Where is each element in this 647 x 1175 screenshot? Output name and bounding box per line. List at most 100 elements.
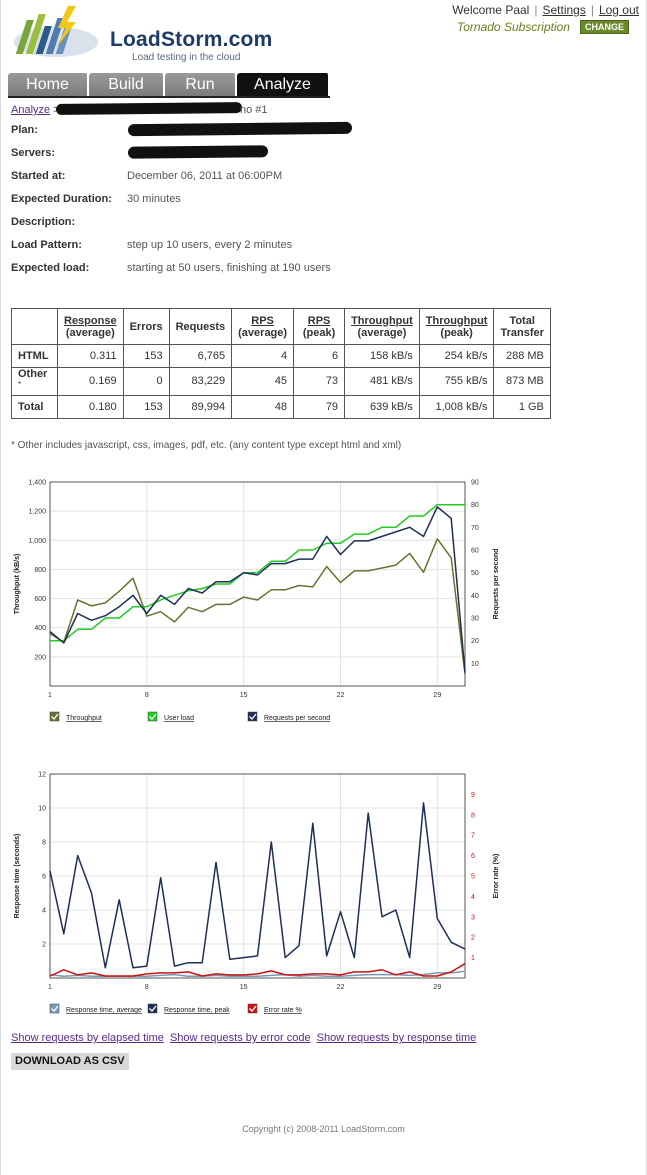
legend-check-icon bbox=[51, 713, 59, 720]
logout-link[interactable]: Log out bbox=[598, 3, 639, 17]
y-tick-label: 1,200 bbox=[28, 509, 46, 516]
table-cell: 73 bbox=[293, 367, 346, 396]
col-header-rps-peak[interactable]: RPS (peak) bbox=[293, 308, 346, 345]
x-tick-label: 1 bbox=[48, 984, 52, 991]
series-line bbox=[49, 506, 466, 673]
y2-tick-label: 8 bbox=[471, 812, 475, 819]
requests-by-response-time-link[interactable]: Show requests by response time bbox=[316, 1032, 477, 1044]
breadcrumb: Analyze > bbox=[11, 104, 60, 116]
legend-label: Error rate % bbox=[264, 1007, 302, 1014]
y2-tick-label: 6 bbox=[471, 853, 475, 860]
load-pattern-label: Load Pattern: bbox=[11, 239, 82, 251]
y2-tick-label: 3 bbox=[471, 914, 475, 921]
plot-area bbox=[49, 481, 466, 687]
legend-check-icon bbox=[249, 1005, 257, 1012]
table-cell: 153 bbox=[122, 394, 170, 419]
legend-check-icon bbox=[249, 713, 257, 720]
series-line bbox=[49, 963, 466, 977]
legend-label: Response time, average bbox=[66, 1007, 142, 1014]
table-cell: 0.311 bbox=[57, 344, 124, 368]
change-subscription-button[interactable]: CHANGE bbox=[579, 20, 629, 34]
col-header-rps-average[interactable]: RPS (average) bbox=[231, 308, 295, 345]
y2-axis-label: Requests per second bbox=[493, 549, 500, 620]
col-header-rps-average-top: RPS bbox=[251, 314, 274, 327]
table-cell: 1 GB bbox=[493, 394, 551, 419]
tab-run[interactable]: Run bbox=[165, 73, 237, 97]
y-axis-label: Throughput (kB/s) bbox=[14, 554, 21, 615]
expected-load-label: Expected load: bbox=[11, 262, 90, 274]
y2-tick-label: 70 bbox=[471, 525, 479, 532]
table-cell: 79 bbox=[293, 394, 346, 419]
legend-item: Response time, peak bbox=[147, 1003, 230, 1014]
y-tick-label: 200 bbox=[34, 654, 46, 661]
subscription-text: Tornado Subscription bbox=[457, 20, 570, 34]
expected-load-value: starting at 50 users, finishing at 190 u… bbox=[127, 262, 331, 274]
y2-tick-label: 5 bbox=[471, 874, 475, 881]
download-csv-button[interactable]: DOWNLOAD AS CSV bbox=[11, 1053, 129, 1070]
report-links: Show requests by elapsed time Show reque… bbox=[11, 1032, 479, 1044]
requests-by-error-code-link[interactable]: Show requests by error code bbox=[169, 1032, 311, 1044]
col-header-rps-average-bottom: (average) bbox=[238, 326, 288, 339]
loadstorm-logo[interactable] bbox=[10, 4, 110, 60]
x-tick-label: 29 bbox=[433, 984, 441, 991]
y-tick-label: 400 bbox=[34, 625, 46, 632]
welcome-text: Welcome Paal bbox=[452, 3, 530, 17]
col-header-rps-peak-top: RPS bbox=[307, 314, 331, 327]
x-tick-label: 8 bbox=[145, 984, 149, 991]
settings-link[interactable]: Settings bbox=[542, 3, 586, 17]
legend-check-icon bbox=[149, 1005, 157, 1012]
redaction-mark bbox=[127, 145, 269, 159]
summary-table: Response (average) Errors Requests RPS (av… bbox=[11, 308, 551, 419]
row-label-other: Other * bbox=[11, 367, 58, 396]
legend-label: Requests per second bbox=[264, 715, 330, 722]
y-tick-label: 4 bbox=[42, 908, 46, 915]
x-tick-label: 15 bbox=[240, 984, 248, 991]
duration-value: 30 minutes bbox=[127, 193, 181, 205]
table-cell: 6 bbox=[293, 344, 346, 368]
requests-by-elapsed-time-link[interactable]: Show requests by elapsed time bbox=[11, 1032, 164, 1044]
series-line bbox=[49, 538, 466, 675]
table-cell: 288 MB bbox=[493, 344, 551, 368]
table-footnote: * Other includes javascript, css, images… bbox=[11, 440, 402, 451]
table-cell: 1,008 kB/s bbox=[418, 394, 495, 419]
x-tick-label: 1 bbox=[48, 692, 52, 699]
col-header-throughput-average[interactable]: Throughput (average) bbox=[344, 308, 420, 345]
duration-label: Expected Duration: bbox=[11, 193, 112, 205]
redaction-mark bbox=[127, 121, 353, 137]
table-cell: 0.180 bbox=[57, 394, 124, 419]
col-header-total-transfer-top: Total bbox=[509, 314, 535, 327]
y2-tick-label: 1 bbox=[471, 955, 475, 962]
y2-axis-label: Error rate (%) bbox=[493, 854, 500, 899]
breadcrumb-analyze-link[interactable]: Analyze bbox=[11, 104, 51, 116]
tab-build[interactable]: Build bbox=[89, 73, 165, 97]
main-tabs: Home Build Run Analyze bbox=[8, 73, 330, 97]
col-header-rps-peak-bottom: (peak) bbox=[302, 326, 336, 339]
y2-tick-label: 60 bbox=[471, 548, 479, 555]
y2-tick-label: 9 bbox=[471, 792, 475, 799]
col-header-total-transfer: Total Transfer bbox=[493, 308, 551, 345]
user-links: Welcome Paal | Settings | Log out bbox=[452, 3, 639, 17]
tab-home[interactable]: Home bbox=[8, 73, 89, 97]
legend-swatch bbox=[247, 711, 258, 722]
tab-bar-underline bbox=[8, 96, 330, 98]
legend-item: User load bbox=[147, 711, 194, 722]
table-cell: 755 kB/s bbox=[418, 367, 495, 396]
table-cell: 4 bbox=[231, 344, 295, 368]
y-tick-label: 1,000 bbox=[28, 538, 46, 545]
y-axis-label: Response time (seconds) bbox=[14, 834, 21, 919]
legend-swatch bbox=[147, 711, 158, 722]
table-cell: 639 kB/s bbox=[344, 394, 420, 419]
y-tick-label: 8 bbox=[42, 840, 46, 847]
col-header-total-transfer-bottom: Transfer bbox=[500, 326, 544, 339]
tab-analyze[interactable]: Analyze bbox=[237, 73, 330, 97]
table-row: Total 0.180 153 89,994 48 79 639 kB/s 1,… bbox=[11, 394, 551, 419]
table-row: Other * 0.169 0 83,229 45 73 481 kB/s 75… bbox=[11, 367, 551, 396]
col-header-requests-label: Requests bbox=[175, 320, 226, 333]
y-tick-label: 600 bbox=[34, 596, 46, 603]
table-cell: 873 MB bbox=[493, 367, 551, 396]
y-tick-label: 2 bbox=[42, 942, 46, 949]
table-cell: 158 kB/s bbox=[344, 344, 420, 368]
col-header-response[interactable]: Response (average) bbox=[57, 308, 124, 345]
legend-item: Error rate % bbox=[247, 1003, 302, 1014]
col-header-throughput-peak[interactable]: Throughput (peak) bbox=[418, 308, 495, 345]
